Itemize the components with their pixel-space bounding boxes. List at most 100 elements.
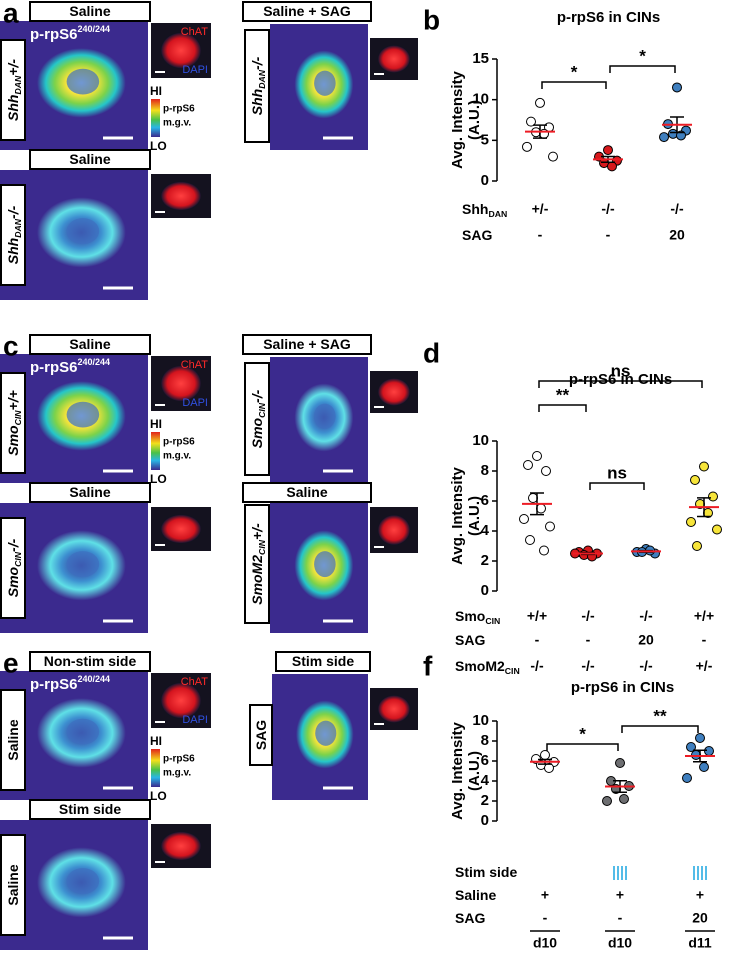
condition-value: -/- bbox=[639, 658, 653, 674]
condition-label: Saline bbox=[286, 484, 327, 500]
significance-bracket bbox=[541, 81, 607, 89]
text-part: p-rpS6 bbox=[30, 359, 78, 376]
significance-bracket bbox=[609, 65, 676, 73]
side-box bbox=[244, 504, 270, 624]
y-tick-label: 10 bbox=[472, 91, 489, 108]
y-tick-label: 0 bbox=[481, 582, 489, 599]
data-point bbox=[540, 750, 550, 760]
condition-value: +/+ bbox=[694, 608, 714, 624]
text-part: -/- bbox=[249, 56, 265, 70]
inset-cell bbox=[161, 181, 201, 211]
condition-label: Saline bbox=[69, 151, 110, 167]
inset-cell bbox=[161, 32, 201, 69]
condition-value: + bbox=[616, 887, 624, 903]
condition-box bbox=[29, 482, 151, 503]
y-tick-label: 0 bbox=[481, 172, 489, 189]
inset-cell bbox=[161, 365, 201, 402]
y-tick-label: 4 bbox=[481, 772, 490, 789]
condition-box bbox=[29, 149, 151, 170]
text-part: SAG bbox=[455, 632, 485, 648]
scale-hi: HI bbox=[150, 84, 162, 98]
side-box bbox=[0, 184, 26, 286]
nucleus bbox=[314, 403, 336, 429]
text-part: Saline bbox=[455, 887, 496, 903]
side-box bbox=[0, 689, 26, 791]
nucleus bbox=[66, 868, 100, 895]
scale-hi: HI bbox=[150, 734, 162, 748]
text-part: CIN bbox=[257, 539, 267, 555]
text-part: -/- bbox=[5, 205, 21, 219]
inset-cell bbox=[378, 695, 410, 723]
condition-value: - bbox=[543, 910, 548, 926]
inset-cell bbox=[378, 515, 410, 545]
text-part: Shh bbox=[249, 89, 265, 115]
y-axis-label: Avg. Intensity bbox=[449, 70, 466, 168]
inset-chat: ChAT bbox=[181, 359, 209, 371]
data-point bbox=[686, 742, 696, 752]
data-point bbox=[686, 517, 696, 527]
panel-letter: b bbox=[423, 4, 440, 35]
data-point bbox=[668, 128, 678, 139]
text-part: 240/244 bbox=[78, 674, 111, 684]
condition-value: -/- bbox=[670, 201, 684, 217]
nucleus bbox=[315, 720, 337, 746]
inset-cell bbox=[378, 378, 410, 406]
inset-cell bbox=[161, 682, 201, 719]
condition-label: Saline bbox=[69, 484, 110, 500]
text-part: CIN bbox=[13, 410, 23, 426]
inset-dapi: DAPI bbox=[182, 714, 208, 726]
condition-label: Stim side bbox=[292, 653, 354, 669]
data-point bbox=[619, 794, 629, 804]
condition-row-label: Saline bbox=[455, 887, 496, 903]
condition-row-label: SmoM2CIN bbox=[455, 658, 520, 677]
y-tick-label: 6 bbox=[481, 752, 489, 769]
text-part: Smo bbox=[455, 608, 485, 624]
chart-title: p-rpS6 in CINs bbox=[557, 9, 660, 26]
text-part: CIN bbox=[505, 666, 520, 676]
scale-hi: HI bbox=[150, 417, 162, 431]
panel-letter: a bbox=[3, 0, 19, 28]
condition-value: d10 bbox=[608, 935, 632, 951]
condition-value: - bbox=[702, 632, 707, 648]
scale-unit: m.g.v. bbox=[163, 768, 191, 779]
text-part: Smo bbox=[5, 425, 21, 456]
side-box bbox=[0, 517, 26, 619]
scale-name: p-rpS6 bbox=[163, 104, 195, 115]
text-part: +/- bbox=[249, 523, 265, 540]
y-tick-label: 0 bbox=[481, 812, 489, 829]
chart-title: p-rpS6 in CINs bbox=[571, 679, 674, 696]
text-part: CIN bbox=[257, 402, 267, 418]
data-point bbox=[692, 541, 702, 551]
side-box bbox=[0, 39, 26, 141]
y-tick-label: 5 bbox=[481, 131, 489, 148]
data-point bbox=[519, 514, 529, 524]
condition-value: +/- bbox=[532, 201, 549, 217]
data-point bbox=[522, 141, 532, 152]
condition-value: -/- bbox=[639, 608, 653, 624]
text-part: Saline bbox=[5, 719, 21, 760]
significance-bracket bbox=[621, 725, 699, 733]
side-label: SmoCIN+/+ bbox=[5, 390, 24, 456]
inset-dapi: DAPI bbox=[182, 397, 208, 409]
data-point bbox=[615, 758, 625, 768]
y-tick-label: 4 bbox=[481, 522, 490, 539]
data-point bbox=[699, 762, 709, 772]
y-tick-label: 6 bbox=[481, 492, 489, 509]
condition-value: - bbox=[586, 632, 591, 648]
scale-unit: m.g.v. bbox=[163, 118, 191, 129]
nucleus bbox=[66, 718, 100, 745]
data-point bbox=[532, 451, 542, 461]
panel-letter: e bbox=[3, 647, 19, 678]
side-box bbox=[249, 704, 273, 766]
condition-row-label: ShhDAN bbox=[462, 201, 507, 220]
significance-label: ns bbox=[607, 463, 627, 482]
scale-name: p-rpS6 bbox=[163, 754, 195, 765]
y-tick-label: 10 bbox=[472, 712, 489, 729]
inset-dapi: DAPI bbox=[182, 64, 208, 76]
scale-lo: LO bbox=[150, 472, 167, 486]
text-part: 240/244 bbox=[78, 24, 111, 34]
side-label: SmoCIN-/- bbox=[249, 389, 268, 448]
condition-value: - bbox=[618, 910, 623, 926]
